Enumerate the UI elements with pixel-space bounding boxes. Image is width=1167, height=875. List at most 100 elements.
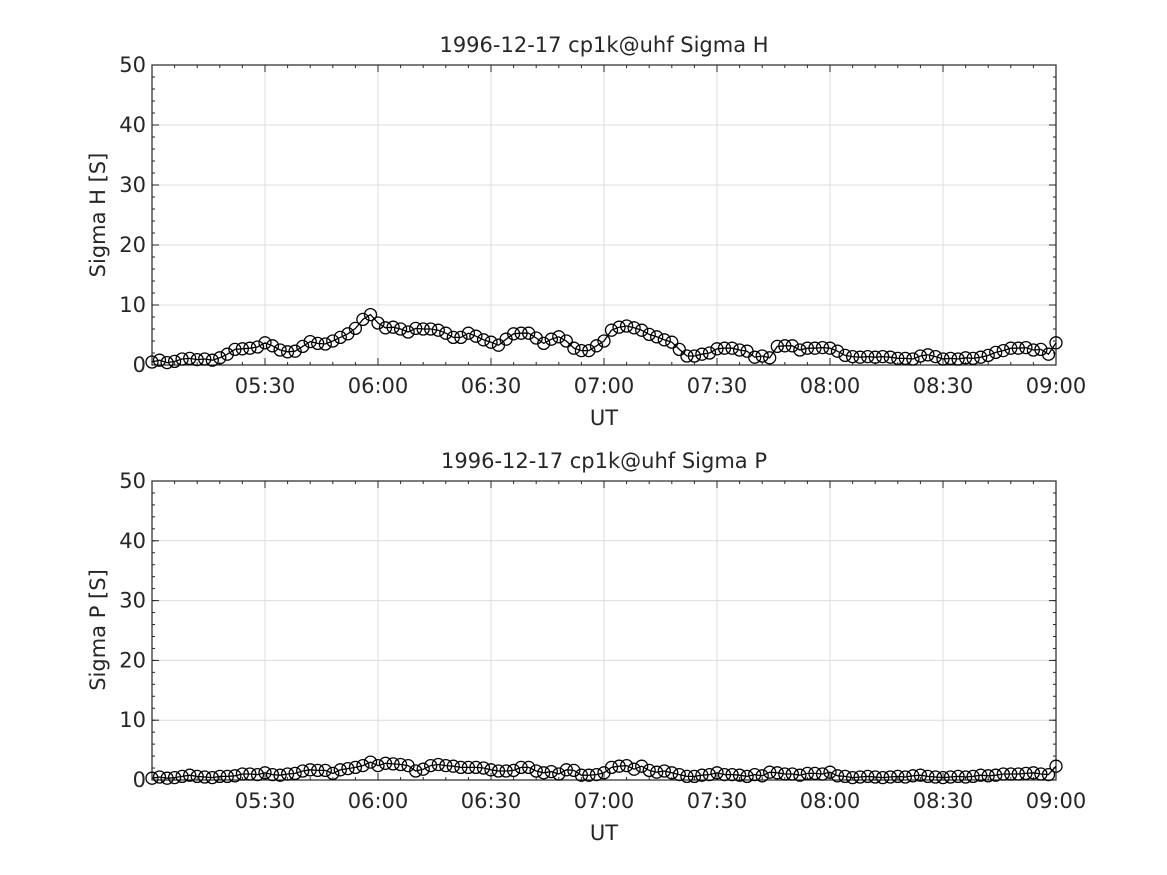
data-point (522, 326, 536, 340)
data-point (311, 336, 325, 351)
data-point (243, 341, 257, 355)
data-point (348, 760, 363, 775)
data-point (627, 762, 641, 776)
data-point (273, 768, 287, 782)
data-point (280, 345, 295, 359)
x-tick-label: 09:00 (1026, 374, 1087, 398)
data-point (1019, 340, 1033, 355)
data-point (303, 334, 317, 349)
data-point (303, 763, 317, 777)
x-tick-label: 06:30 (461, 789, 522, 813)
data-point (258, 336, 272, 350)
data-point (800, 766, 815, 781)
x-tick-label: 07:30 (687, 374, 748, 398)
data-point (597, 334, 611, 348)
data-point (921, 769, 935, 784)
x-tick-label: 08:30 (913, 789, 974, 813)
data-point (951, 352, 965, 366)
data-point (755, 769, 769, 783)
data-point (409, 321, 423, 336)
data-point (198, 352, 212, 366)
data-point (461, 760, 476, 775)
data-point (672, 342, 686, 357)
data-point (574, 768, 589, 782)
plot-area (151, 64, 1057, 366)
data-point (1011, 341, 1025, 355)
data-point (469, 329, 483, 343)
data-point (235, 342, 250, 356)
data-point (717, 767, 732, 782)
data-point (687, 769, 702, 784)
y-tick-label: 10 (119, 293, 146, 317)
data-point (424, 322, 438, 336)
data-point (657, 333, 671, 347)
data-point (175, 352, 189, 366)
data-point (974, 768, 988, 782)
data-point (853, 770, 867, 784)
data-point (868, 350, 882, 364)
y-tick-label: 50 (119, 469, 146, 493)
y-tick-label: 40 (119, 529, 146, 553)
data-point (318, 763, 332, 778)
data-point (732, 768, 747, 782)
data-point (1026, 766, 1041, 780)
data-point (424, 758, 438, 773)
data-point (778, 339, 792, 353)
data-point (167, 770, 182, 785)
data-point (220, 347, 234, 361)
data-point (635, 323, 649, 337)
x-tick-label: 06:00 (348, 789, 409, 813)
data-point (288, 766, 302, 781)
x-tick-label: 06:30 (461, 374, 522, 398)
data-point (152, 353, 167, 367)
x-tick-label: 08:30 (913, 374, 974, 398)
data-point (341, 761, 355, 776)
data-point (861, 349, 875, 364)
data-point (748, 767, 762, 782)
data-point (838, 769, 852, 784)
data-point (401, 325, 415, 339)
sigma-h-panel: 1996-12-17 cp1k@uhf Sigma H UT Sigma H [… (86, 33, 1086, 430)
data-point (318, 337, 332, 351)
x-tick-label: 08:00 (800, 789, 861, 813)
data-point (386, 757, 400, 771)
data-point (378, 321, 393, 335)
data-point (280, 767, 295, 781)
data-point (951, 769, 965, 784)
series-line (151, 313, 1057, 364)
data-point (409, 764, 423, 778)
data-point (439, 326, 453, 340)
data-point (506, 327, 521, 341)
data-point (529, 764, 543, 778)
chart-title: 1996-12-17 cp1k@uhf Sigma P (441, 449, 767, 473)
data-point (183, 768, 197, 782)
data-point (680, 349, 694, 363)
data-point (943, 351, 958, 366)
y-tick-label: 20 (119, 233, 146, 257)
data-point (619, 319, 634, 333)
data-point (710, 766, 724, 780)
data-point (996, 343, 1010, 358)
data-point (680, 769, 694, 784)
data-point (544, 332, 558, 346)
data-point (356, 312, 370, 327)
data-point (725, 341, 739, 355)
data-point (702, 767, 717, 782)
data-point (725, 767, 739, 782)
data-point (250, 340, 265, 354)
data-point (522, 760, 536, 775)
data-point (393, 757, 408, 772)
data-point (243, 767, 257, 781)
data-point (589, 339, 604, 353)
data-point (363, 307, 378, 322)
x-tick-label: 05:30 (235, 374, 296, 398)
data-point (190, 352, 204, 367)
data-point (785, 339, 799, 353)
data-point (936, 770, 950, 785)
data-point (145, 771, 159, 785)
data-point (1041, 767, 1056, 782)
data-point (974, 350, 988, 364)
x-tick-label: 07:00 (574, 374, 635, 398)
data-point (537, 336, 551, 351)
